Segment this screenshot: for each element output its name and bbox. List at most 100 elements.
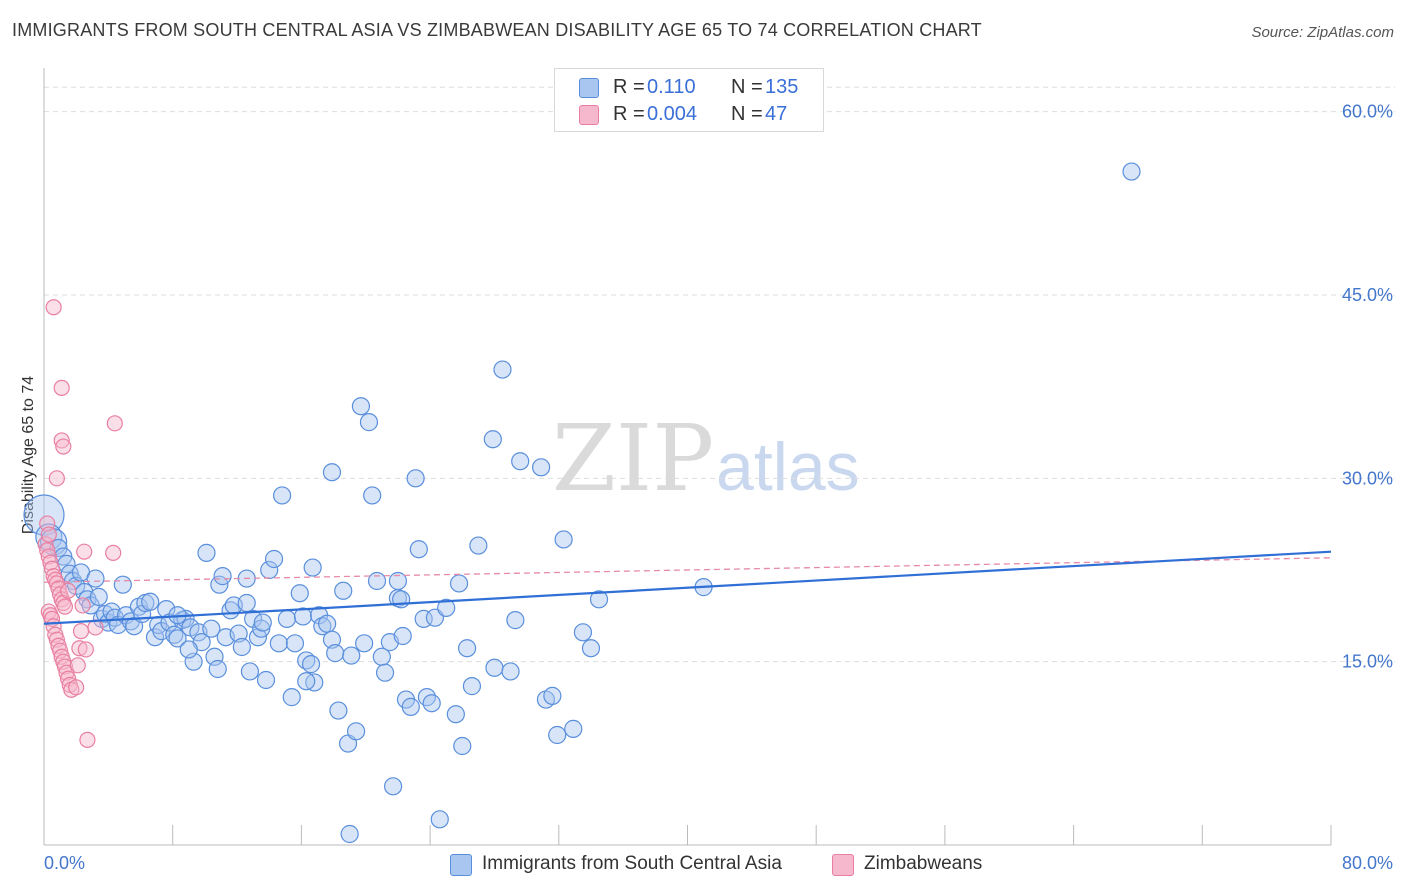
y-tick-label: 15.0%	[1342, 652, 1393, 672]
data-point-zimbabweans	[72, 623, 90, 640]
data-point-south-central-asia	[367, 571, 387, 591]
data-point-south-central-asia	[264, 549, 284, 569]
watermark-atlas: atlas	[716, 429, 860, 505]
data-point-south-central-asia	[359, 413, 379, 432]
y-axis-label: Disability Age 65 to 74	[20, 376, 37, 534]
data-point-south-central-asia	[548, 725, 567, 745]
data-point-south-central-asia	[208, 659, 227, 679]
bottom-legend-label: Zimbabweans	[864, 853, 983, 874]
data-point-zimbabweans	[45, 299, 62, 316]
bottom-legend: Immigrants from South Central Asia Zimba…	[0, 852, 1406, 878]
data-point-south-central-asia	[322, 463, 342, 482]
data-point-zimbabweans	[37, 536, 54, 553]
y-tick-label: 45.0%	[1342, 285, 1393, 305]
axes	[43, 68, 1332, 846]
data-point-south-central-asia	[326, 644, 345, 663]
data-point-south-central-asia	[329, 701, 348, 720]
legend-r-value: 0.004	[647, 103, 698, 125]
data-point-south-central-asia	[301, 655, 321, 674]
data-point-south-central-asia	[277, 609, 297, 628]
bottom-legend-swatch-pink	[832, 854, 854, 876]
data-point-zimbabweans	[55, 438, 72, 455]
data-point-south-central-asia	[113, 575, 132, 594]
data-point-zimbabweans	[53, 379, 70, 396]
data-point-south-central-asia	[506, 611, 525, 630]
data-point-south-central-asia	[322, 630, 342, 649]
data-point-south-central-asia	[1122, 162, 1141, 181]
data-point-zimbabweans	[42, 554, 59, 571]
data-point-south-central-asia	[453, 736, 472, 756]
data-point-zimbabweans	[56, 598, 74, 615]
data-point-south-central-asia	[388, 571, 408, 591]
data-point-south-central-asia	[237, 593, 256, 613]
data-point-zimbabweans	[106, 415, 123, 432]
trend-line-zimbabweans	[43, 557, 1332, 583]
data-point-south-central-asia	[501, 662, 520, 681]
data-point-south-central-asia	[256, 670, 276, 690]
data-point-south-central-asia	[290, 584, 309, 603]
bottom-legend-swatch-blue	[450, 854, 472, 876]
data-point-zimbabweans	[105, 544, 122, 561]
data-point-south-central-asia	[272, 486, 292, 505]
series-south-central-asia	[23, 162, 1141, 844]
data-point-south-central-asia	[89, 587, 108, 606]
data-point-south-central-asia	[543, 686, 562, 705]
y-tick-label: 30.0%	[1342, 468, 1393, 488]
data-point-south-central-asia	[417, 688, 436, 707]
legend: R = 0.110 N = 135 R = 0.004 N = 47	[554, 68, 824, 132]
data-point-south-central-asia	[392, 590, 411, 609]
data-point-south-central-asia	[141, 592, 160, 611]
series-zimbabweans	[37, 299, 123, 748]
x-tick-label: 0.0%	[44, 853, 85, 873]
data-point-south-central-asia	[202, 619, 221, 638]
data-point-zimbabweans	[76, 543, 93, 560]
data-point-south-central-asia	[232, 637, 251, 657]
data-point-south-central-asia	[409, 540, 428, 559]
data-point-south-central-asia	[430, 810, 449, 829]
y-tick-label: 60.0%	[1342, 102, 1393, 122]
watermark: ZIP atlas	[552, 405, 860, 512]
data-point-south-central-asia	[493, 360, 512, 379]
data-point-south-central-asia	[383, 777, 403, 796]
data-point-south-central-asia	[351, 397, 371, 416]
data-point-south-central-asia	[334, 581, 353, 600]
data-point-south-central-asia	[197, 543, 216, 562]
x-tick-label: 80.0%	[1342, 853, 1393, 873]
data-point-zimbabweans	[58, 664, 75, 681]
data-point-south-central-asia	[573, 623, 593, 642]
data-point-zimbabweans	[53, 432, 70, 449]
data-point-south-central-asia	[253, 613, 272, 632]
data-point-south-central-asia	[252, 619, 271, 638]
legend-swatch-blue	[579, 78, 599, 98]
data-point-south-central-asia	[581, 639, 601, 658]
legend-n-value: 47	[765, 103, 788, 125]
data-point-zimbabweans	[40, 548, 57, 565]
legend-r-key: R =	[613, 103, 645, 125]
data-point-south-central-asia	[213, 567, 232, 586]
data-point-zimbabweans	[71, 640, 88, 657]
data-point-south-central-asia	[406, 469, 425, 488]
data-point-south-central-asia	[342, 646, 361, 665]
legend-r-value: 0.110	[647, 76, 696, 98]
data-point-south-central-asia	[462, 677, 482, 696]
data-point-south-central-asia	[483, 430, 502, 449]
data-point-zimbabweans	[68, 679, 85, 696]
data-point-south-central-asia	[318, 614, 337, 633]
bottom-legend-label: Immigrants from South Central Asia	[482, 853, 782, 874]
data-point-south-central-asia	[355, 634, 374, 653]
data-point-south-central-asia	[229, 624, 248, 643]
data-point-south-central-asia	[422, 694, 441, 713]
data-point-south-central-asia	[282, 688, 301, 707]
data-point-south-central-asia	[121, 612, 140, 631]
trend-lines	[43, 550, 1332, 625]
data-point-south-central-asia	[393, 626, 412, 646]
data-point-south-central-asia	[297, 672, 316, 691]
data-point-south-central-asia	[469, 536, 488, 555]
data-point-south-central-asia	[511, 452, 530, 471]
chart-title: IMMIGRANTS FROM SOUTH CENTRAL ASIA VS ZI…	[12, 20, 982, 40]
data-point-zimbabweans	[69, 657, 86, 674]
data-point-south-central-asia	[437, 598, 456, 617]
legend-swatch-pink	[579, 105, 599, 125]
trend-line-south-central-asia	[43, 550, 1332, 625]
